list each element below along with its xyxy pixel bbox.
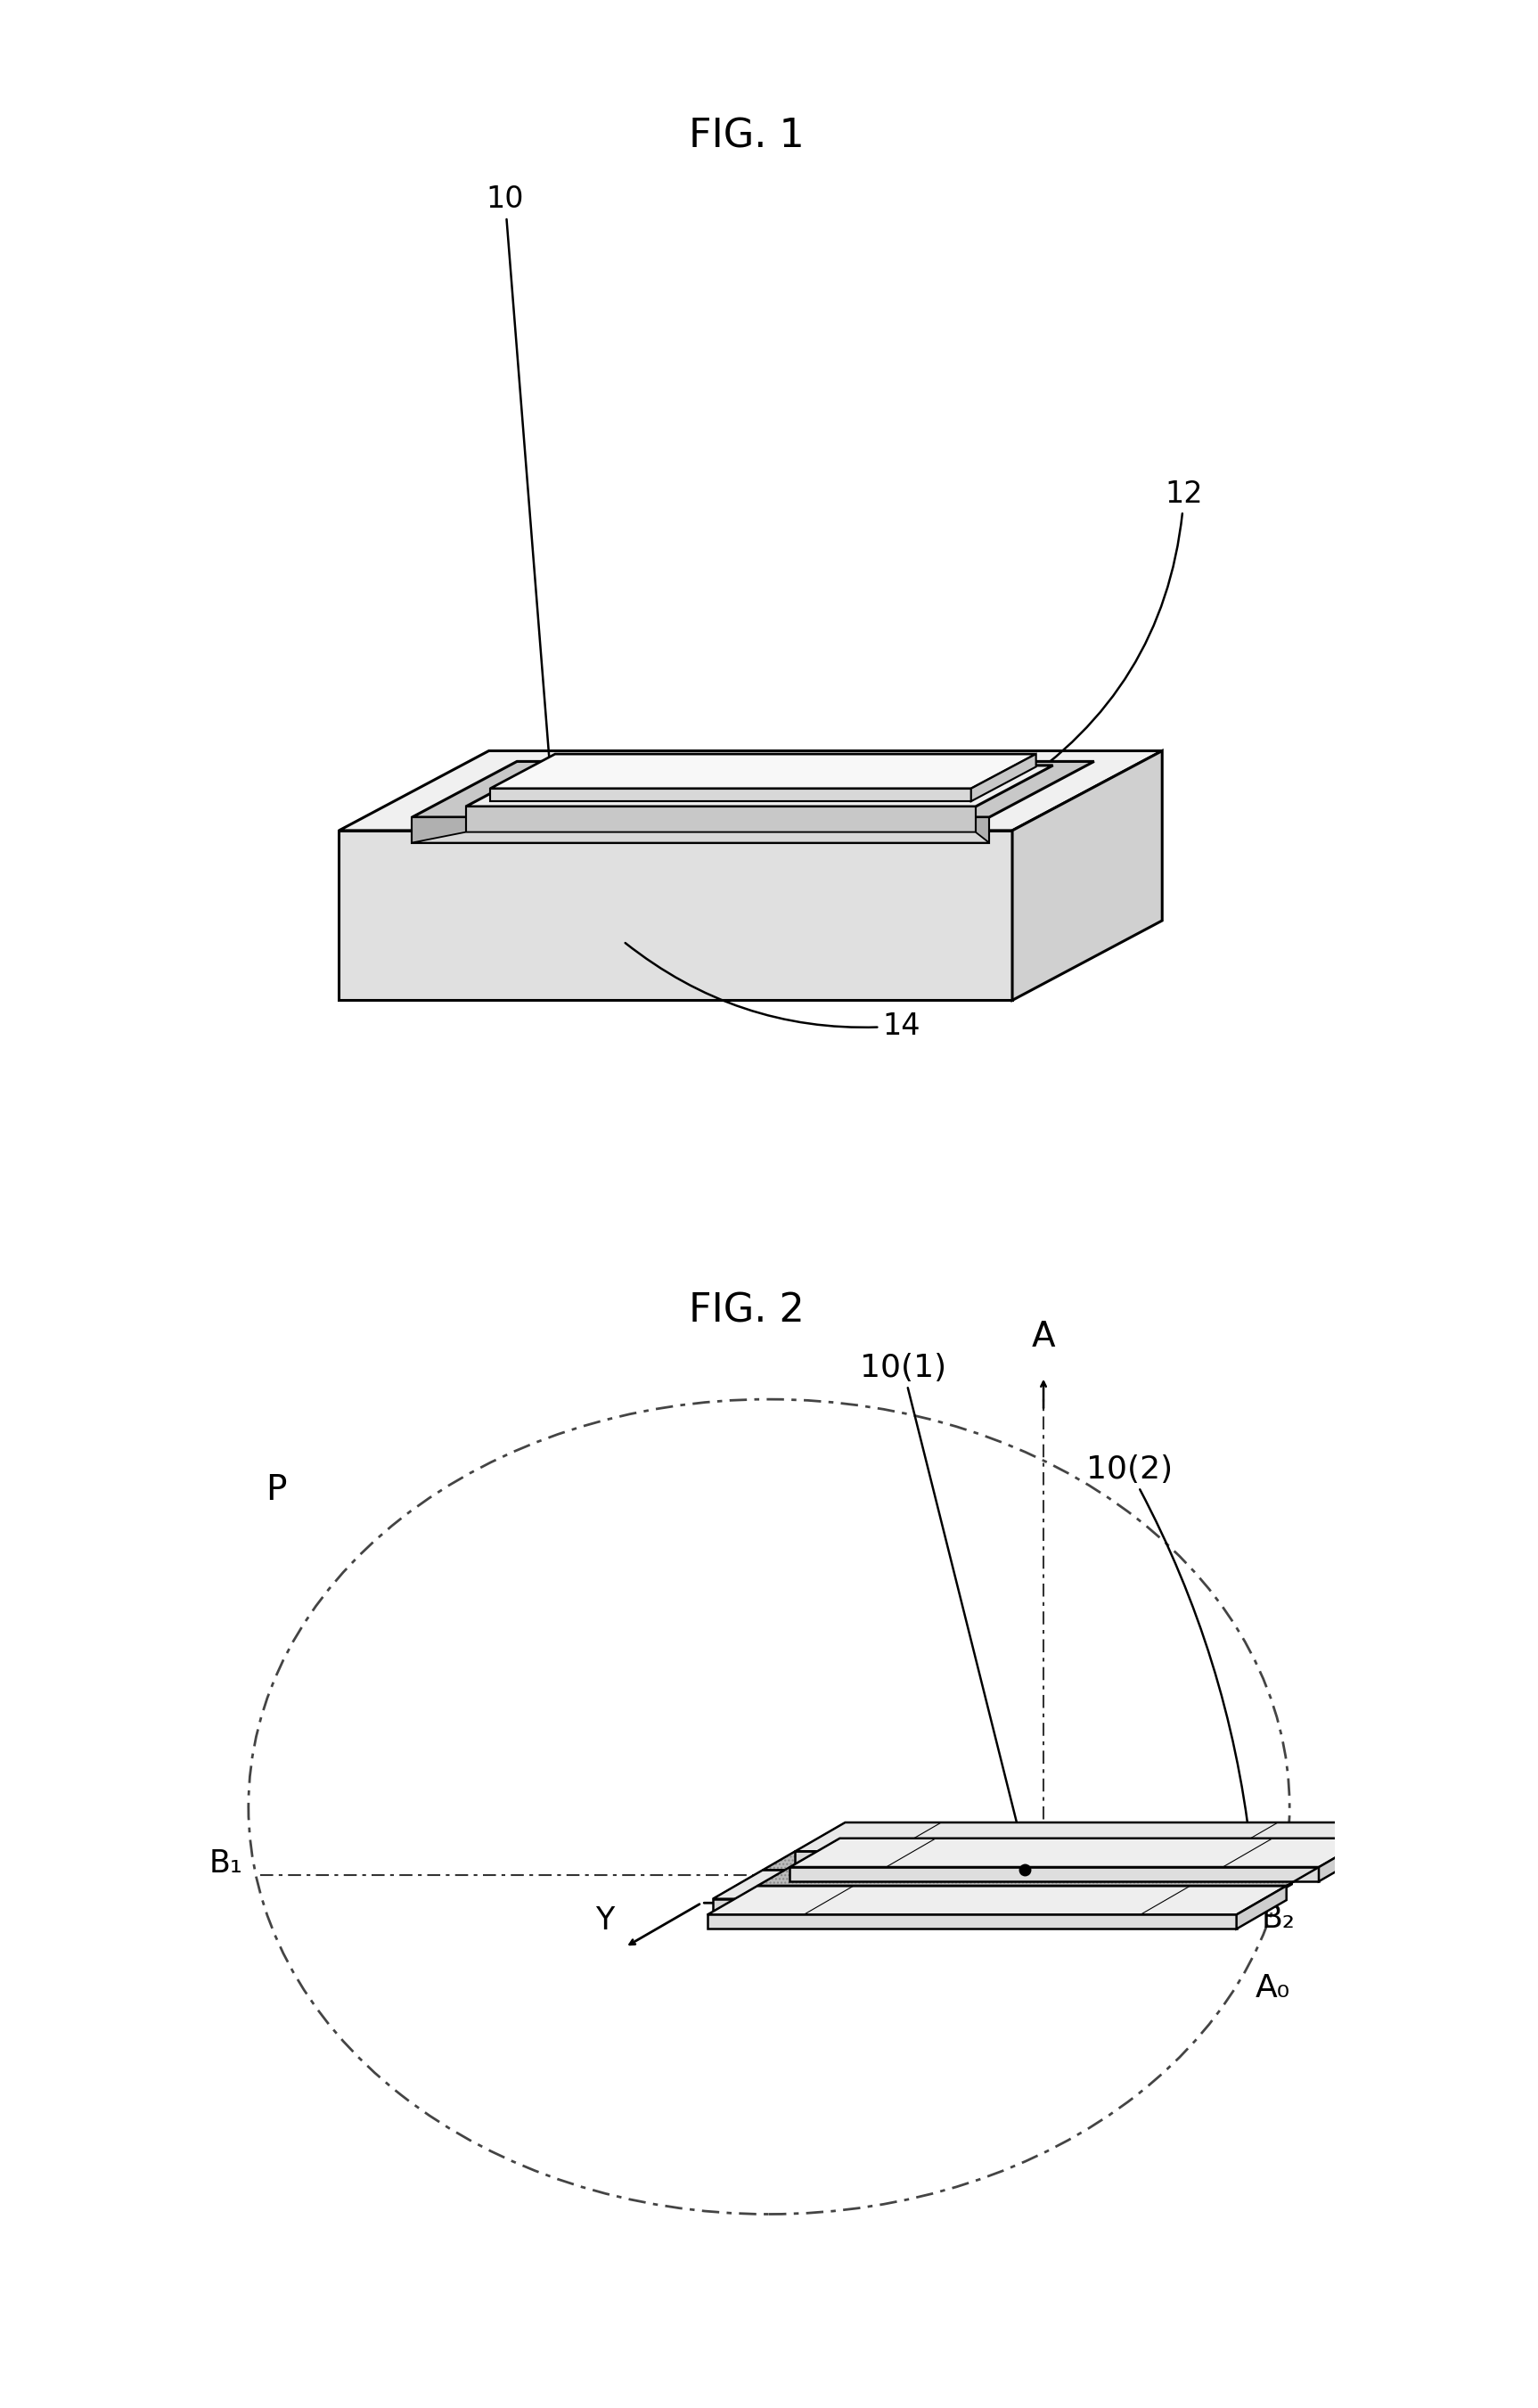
- Polygon shape: [1140, 1885, 1286, 1914]
- Text: 10(1): 10(1): [860, 1353, 1041, 1922]
- Polygon shape: [970, 754, 1037, 802]
- Text: Y: Y: [595, 1905, 614, 1936]
- Polygon shape: [712, 1871, 1292, 1900]
- Polygon shape: [491, 754, 1037, 787]
- Polygon shape: [791, 1837, 1369, 1866]
- Polygon shape: [466, 766, 1054, 807]
- Polygon shape: [707, 1885, 854, 1914]
- Polygon shape: [1146, 1871, 1292, 1900]
- Polygon shape: [795, 1823, 941, 1852]
- Polygon shape: [412, 833, 989, 843]
- Polygon shape: [491, 787, 970, 802]
- Text: A₀: A₀: [1255, 1972, 1290, 2003]
- Polygon shape: [338, 831, 1012, 999]
- Polygon shape: [1241, 1871, 1292, 1912]
- Polygon shape: [412, 761, 1094, 816]
- Polygon shape: [757, 1866, 1318, 1885]
- Text: 10: 10: [486, 185, 551, 766]
- Text: FIG. 1: FIG. 1: [689, 118, 804, 157]
- Text: FIG. 2: FIG. 2: [689, 1291, 804, 1329]
- Polygon shape: [1012, 751, 1163, 999]
- Polygon shape: [466, 807, 975, 833]
- Polygon shape: [412, 816, 989, 843]
- Polygon shape: [712, 1871, 860, 1900]
- Polygon shape: [791, 1866, 1318, 1881]
- Text: P: P: [266, 1474, 286, 1507]
- Text: 14: 14: [626, 944, 920, 1040]
- Text: 10(2): 10(2): [1086, 1454, 1250, 1845]
- Text: 12: 12: [1012, 479, 1203, 790]
- Polygon shape: [763, 1852, 1324, 1871]
- Polygon shape: [707, 1885, 1286, 1914]
- Polygon shape: [1318, 1837, 1369, 1881]
- Polygon shape: [795, 1823, 1373, 1852]
- Polygon shape: [712, 1900, 1241, 1912]
- Polygon shape: [791, 1837, 937, 1866]
- Polygon shape: [1227, 1823, 1373, 1852]
- Polygon shape: [1237, 1885, 1286, 1929]
- Polygon shape: [1223, 1837, 1369, 1866]
- Polygon shape: [707, 1914, 1237, 1929]
- Text: X: X: [883, 1888, 903, 1919]
- Text: B₁: B₁: [209, 1849, 243, 1878]
- Polygon shape: [338, 751, 1163, 831]
- Text: B₂: B₂: [1261, 1902, 1295, 1934]
- Polygon shape: [795, 1852, 1324, 1866]
- Polygon shape: [1324, 1823, 1373, 1866]
- Text: A: A: [1032, 1320, 1055, 1353]
